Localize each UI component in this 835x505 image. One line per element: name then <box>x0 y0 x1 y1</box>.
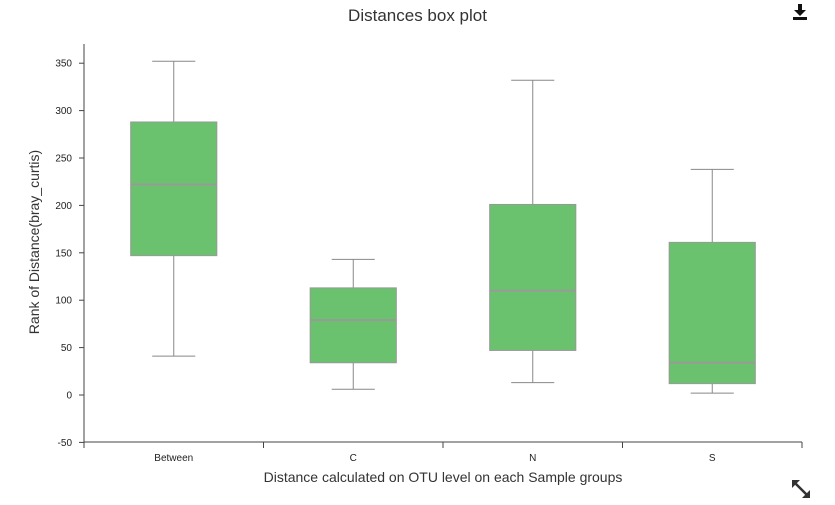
y-tick-label: 350 <box>55 59 72 70</box>
y-tick-label: 150 <box>55 248 72 259</box>
y-axis: -50 0 50 100 150 200 250 300 350 <box>55 44 85 449</box>
y-axis-title: Rank of Distance(bray_curtis) <box>26 149 42 335</box>
box-n <box>489 79 577 384</box>
y-tick-label: 300 <box>55 106 72 117</box>
iqr-box <box>668 241 756 385</box>
chart-title: Distances box plot <box>348 6 487 25</box>
expand-arrows-icon <box>792 480 810 498</box>
x-tick-label: N <box>529 453 536 464</box>
box-s <box>668 168 756 394</box>
boxes <box>130 60 756 394</box>
x-tick-label: S <box>709 453 716 464</box>
iqr-box <box>489 203 577 351</box>
download-button[interactable] <box>790 2 810 22</box>
download-icon <box>793 4 807 20</box>
y-tick-label: 0 <box>66 391 72 402</box>
x-tick-label: Between <box>154 453 193 464</box>
y-tick-label: 250 <box>55 154 72 165</box>
box-c <box>309 258 397 390</box>
iqr-box <box>309 287 397 364</box>
box-between <box>130 60 218 357</box>
y-tick-label: 100 <box>55 296 72 307</box>
y-tick-label: -50 <box>58 438 73 449</box>
x-axis: Between C N S <box>83 441 803 464</box>
y-tick-label: 200 <box>55 201 72 212</box>
fullscreen-button[interactable] <box>790 478 812 500</box>
x-axis-title: Distance calculated on OTU level on each… <box>263 469 623 485</box>
iqr-box <box>130 121 218 257</box>
x-tick-label: C <box>350 453 357 464</box>
y-tick-label: 50 <box>61 343 73 354</box>
